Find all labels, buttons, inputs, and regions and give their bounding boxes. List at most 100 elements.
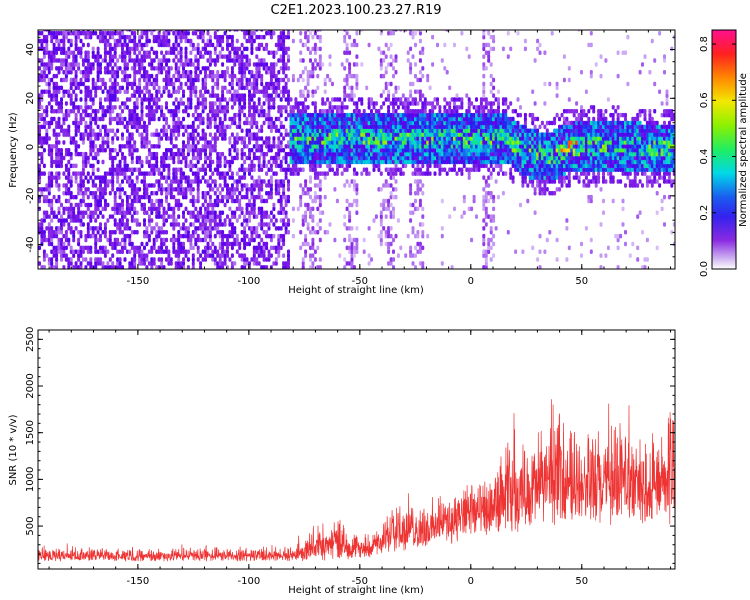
heatmap-cell-366 (62, 70, 66, 75)
heatmap-cell-46 (40, 151, 44, 157)
heatmap-cell-1196 (123, 210, 127, 215)
heatmap-cell-3123 (260, 237, 264, 243)
heatmap-cell-2213 (194, 85, 198, 91)
heatmap-cell-753 (91, 230, 95, 235)
heatmap-cell-987 (108, 167, 112, 172)
heatmap-cell-222 (52, 89, 56, 94)
heatmap-cell-502 (72, 77, 76, 83)
heatmap-cell-2832 (240, 265, 244, 269)
heatmap-cell-3388 (279, 159, 283, 165)
heatmap-cell-801 (94, 155, 98, 161)
heatmap-cell-1253 (125, 34, 129, 40)
heatmap-cell-537 (74, 73, 78, 79)
heatmap-cell-1993 (179, 202, 183, 208)
heatmap-cell-1353 (133, 93, 137, 98)
heatmap-cell-3212 (265, 46, 269, 52)
heatmap-cell-1435 (140, 206, 144, 212)
heatmap-cell-3150 (260, 62, 264, 67)
heatmap-cell-1504 (145, 241, 149, 247)
heatmap-cell-1073 (113, 81, 117, 87)
heatmap-cell-3394 (279, 120, 283, 126)
heatmap-cell-3105 (257, 128, 261, 133)
heatmap-cell-2363 (204, 50, 207, 55)
heatmap-cell-2110 (186, 97, 190, 102)
heatmap-cell-2802 (238, 253, 242, 258)
heatmap-cell-1128 (118, 206, 122, 212)
heatmap-cell-1670 (155, 38, 159, 44)
heatmap-cell-1536 (145, 31, 149, 36)
heatmap-cell-517 (74, 179, 78, 184)
heatmap-cell-2565 (218, 124, 222, 130)
heatmap-cell-3971 (331, 144, 334, 149)
heatmap-cell-92 (42, 66, 46, 71)
heatmap-cell-4455 (382, 140, 386, 145)
heatmap-cell-3387 (279, 163, 283, 169)
heatmap-cell-459 (69, 183, 73, 188)
heatmap-cell-4351 (370, 124, 373, 130)
heatmap-cell-1846 (169, 206, 173, 212)
heatmap-cell-2294 (201, 226, 205, 231)
heatmap-cell-3672 (304, 128, 308, 133)
heatmap-cell-3285 (272, 245, 276, 251)
heatmap-cell-774 (91, 85, 95, 91)
heatmap-cell-3462 (284, 144, 288, 149)
heatmap-cell-3796 (313, 159, 317, 165)
heatmap-cell-3737 (309, 132, 312, 137)
heatmap-cell-4337 (367, 105, 371, 110)
heatmap-cell-3624 (301, 222, 305, 227)
heatmap-cell-3965 (328, 54, 332, 59)
heatmap-cell-4132 (348, 183, 352, 188)
heatmap-cell-3268 (269, 120, 273, 126)
heatmap-cell-1689 (157, 144, 161, 149)
heatmap-cell-2526 (216, 112, 220, 118)
heatmap-cell-954 (106, 237, 110, 243)
heatmap-cell-2361 (204, 70, 207, 75)
heatmap-cell-4073 (343, 132, 347, 137)
heatmap-cell-3849 (318, 257, 322, 262)
heatmap-cell-2293 (201, 230, 205, 235)
heatmap-cell-2145 (189, 85, 193, 91)
heatmap-cell-970 (106, 70, 110, 75)
heatmap-cell-2401 (208, 233, 212, 239)
heatmap-cell-4760 (411, 230, 415, 235)
heatmap-cell-4535 (389, 233, 393, 239)
heatmap-cell-87 (42, 109, 46, 114)
heatmap-cell-1070 (113, 93, 117, 98)
heatmap-cell-3065 (255, 136, 259, 141)
heatmap-cell-2676 (228, 230, 232, 235)
heatmap-cell-1002 (108, 77, 112, 83)
heatmap-cell-1823 (167, 155, 171, 161)
heatmap-cell-4114 (345, 77, 349, 83)
heatmap-cell-1349 (133, 112, 137, 118)
heatmap-cell-3499 (287, 97, 290, 102)
heatmap-cell-2003 (179, 148, 183, 153)
heatmap-cell-4102 (345, 144, 349, 149)
heatmap-cell-1804 (165, 42, 168, 48)
heatmap-cell-2547 (218, 241, 222, 247)
heatmap-cell-2162 (191, 222, 195, 227)
heatmap-cell-16 (38, 136, 41, 141)
heatmap-cell-1342 (133, 167, 137, 172)
heatmap-cell-2158 (191, 253, 195, 258)
heatmap-cell-1229 (125, 198, 129, 204)
heatmap-cell-552 (77, 241, 81, 247)
heatmap-cell-3176 (262, 93, 266, 98)
heatmap-cell-1898 (172, 85, 176, 91)
heatmap-cell-1210 (123, 77, 127, 83)
heatmap-cell-829 (96, 175, 100, 180)
heatmap-cell-2811 (238, 175, 242, 180)
heatmap-cell-3888 (321, 151, 325, 157)
heatmap-cell-3184 (265, 265, 269, 269)
heatmap-cell-723 (89, 226, 93, 231)
heatmap-cell-571 (77, 85, 81, 91)
heatmap-cell-2798 (235, 50, 239, 55)
heatmap-cell-2472 (213, 245, 217, 251)
heatmap-cell-518 (74, 175, 78, 180)
heatmap-cell-2689 (228, 140, 232, 145)
heatmap-cell-57 (40, 77, 44, 83)
heatmap-cell-1833 (167, 70, 171, 75)
heatmap-cell-3685 (306, 241, 310, 247)
heatmap-cell-1338 (133, 194, 137, 200)
heatmap-cell-1703 (157, 38, 161, 44)
heatmap-cell-1159 (121, 214, 124, 219)
